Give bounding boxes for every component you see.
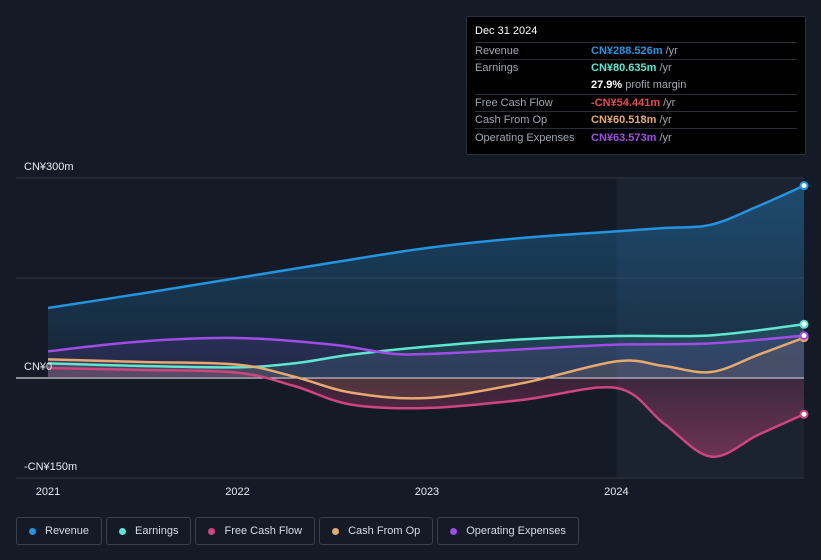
series-line-revenue: [47, 184, 805, 310]
tooltip-row-unit: /yr: [663, 97, 676, 110]
tooltip-row: Cash From Op CN¥60.518m/yr: [475, 111, 797, 128]
legend-label: Operating Expenses: [466, 525, 566, 537]
legend-dot-icon: [332, 527, 340, 535]
tooltip-row-value: CN¥60.518m: [591, 114, 657, 127]
tooltip-row-value: 27.9%: [591, 79, 623, 92]
legend-label: Cash From Op: [348, 525, 421, 537]
y-axis-label: -CN¥150m: [24, 461, 77, 473]
legend-item-cash-from-op[interactable]: Cash From Op: [319, 517, 434, 545]
tooltip-row: Free Cash Flow -CN¥54.441m/yr: [475, 93, 797, 111]
end-point-earnings: [799, 319, 809, 329]
tooltip-row-label: Operating Expenses: [475, 131, 575, 144]
legend-label: Free Cash Flow: [224, 525, 303, 537]
tooltip: Dec 31 2024 Revenue CN¥288.526m/yr Earning…: [466, 16, 806, 155]
tooltip-row: Earnings CN¥80.635m/yr: [475, 59, 797, 76]
tooltip-row-label: Free Cash Flow: [475, 97, 553, 110]
end-point-revenue: [799, 181, 809, 191]
area-revenue: [48, 185, 804, 378]
end-point-free-cash-flow: [799, 409, 809, 419]
tooltip-row-value: CN¥63.573m: [591, 131, 657, 144]
legend-item-revenue[interactable]: Revenue: [16, 517, 103, 545]
series-line-cash-from-op: [47, 336, 805, 400]
legend-item-operating-expenses[interactable]: Operating Expenses: [437, 517, 579, 545]
legend-label: Earnings: [135, 525, 179, 537]
legend-dot-icon: [29, 527, 36, 535]
legend-item-earnings[interactable]: Earnings: [106, 517, 192, 545]
x-axis-label: 2023: [415, 486, 439, 498]
y-axis-label: CN¥300m: [24, 161, 74, 173]
tooltip-row-label: Earnings: [475, 62, 519, 75]
legend-dot-icon: [208, 527, 216, 535]
legend-item-free-cash-flow[interactable]: Free Cash Flow: [195, 517, 316, 545]
x-axis-label: 2021: [36, 486, 60, 498]
legend: Revenue Earnings Free Cash Flow Cash From O…: [16, 517, 579, 545]
tooltip-row: Revenue CN¥288.526m/yr: [475, 42, 797, 59]
legend-dot-icon: [119, 527, 127, 535]
y-axis-label: CN¥0: [24, 361, 52, 373]
tooltip-date: Dec 31 2024: [475, 25, 538, 37]
tooltip-row: Operating Expenses CN¥63.573m/yr: [475, 128, 797, 145]
tooltip-row-value: CN¥288.526m: [591, 45, 663, 58]
x-axis-label: 2022: [225, 486, 249, 498]
end-point-operating-expenses: [799, 331, 809, 341]
legend-label: Revenue: [45, 525, 90, 537]
x-axis-label: 2024: [604, 486, 628, 498]
legend-dot-icon: [450, 527, 458, 535]
series-line-earnings: [47, 323, 805, 369]
tooltip-row-unit: /yr: [659, 131, 672, 144]
tooltip-row: 27.9% profit margin: [475, 77, 797, 94]
tooltip-row-value: CN¥80.635m: [591, 62, 657, 75]
series-line-operating-expenses: [47, 334, 805, 356]
tooltip-row-unit: /yr: [665, 45, 678, 58]
tooltip-row-label: Revenue: [475, 45, 520, 58]
area-earnings: [48, 324, 804, 378]
tooltip-row-unit: /yr: [659, 62, 672, 75]
series-line-free-cash-flow: [47, 366, 805, 458]
tooltip-row-unit: profit margin: [625, 79, 687, 92]
tooltip-row-unit: /yr: [659, 114, 672, 127]
tooltip-row-value: -CN¥54.441m: [591, 97, 661, 110]
tooltip-row-label: Cash From Op: [475, 114, 548, 127]
